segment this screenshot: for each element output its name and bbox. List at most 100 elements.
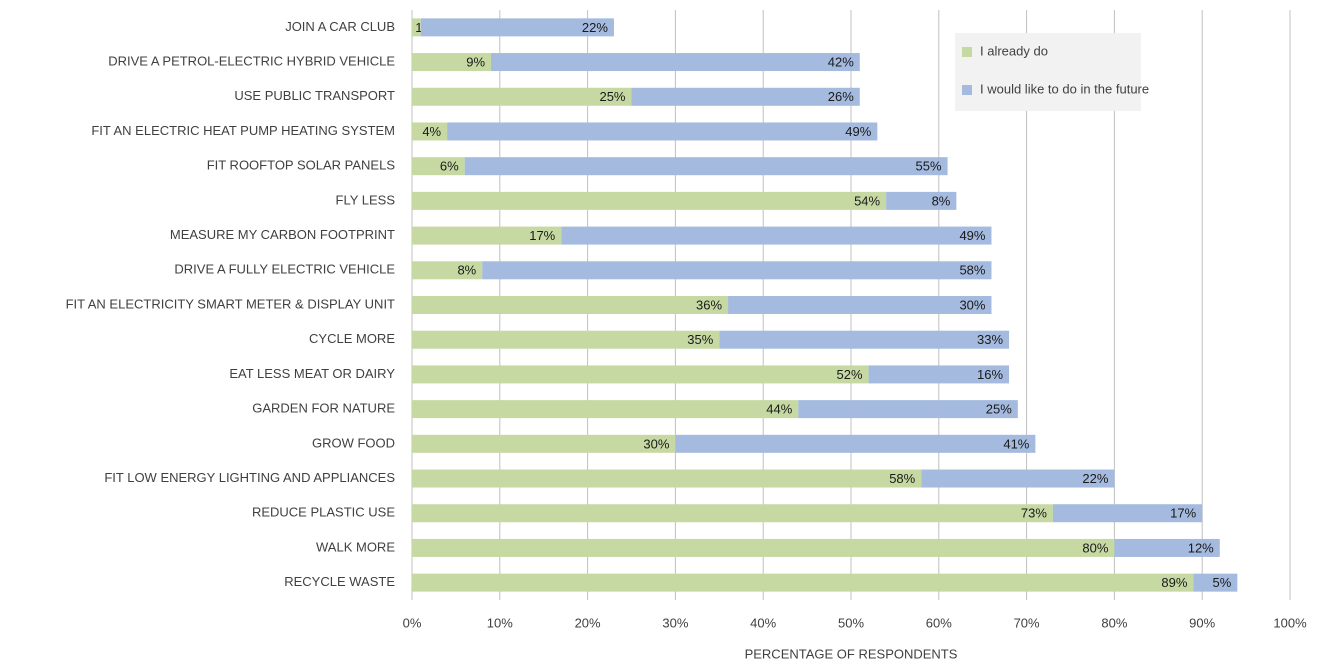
bar-segment: [798, 400, 1018, 419]
y-tick-label: RECYCLE WASTE: [284, 574, 395, 589]
data-label: 89%: [1161, 575, 1187, 590]
bar-segment: [491, 53, 860, 72]
data-label: 6%: [440, 159, 459, 174]
bar-segment: [561, 226, 992, 245]
data-label: 80%: [1082, 540, 1108, 555]
data-label: 55%: [916, 159, 942, 174]
data-label: 4%: [422, 124, 441, 139]
bar-segment: [447, 122, 878, 141]
bar-segment: [412, 469, 922, 488]
bar-segment: [675, 434, 1036, 453]
y-tick-label: WALK MORE: [316, 539, 395, 554]
x-tick-label: 0%: [403, 615, 422, 630]
data-label: 5%: [1213, 575, 1232, 590]
data-label: 8%: [932, 193, 951, 208]
bar-segment: [412, 400, 799, 419]
data-label: 49%: [959, 228, 985, 243]
x-tick-label: 80%: [1101, 615, 1127, 630]
x-tick-label: 50%: [838, 615, 864, 630]
bar-segment: [412, 157, 465, 176]
data-label: 30%: [959, 297, 985, 312]
bar-segment: [1052, 504, 1203, 523]
y-tick-label: USE PUBLIC TRANSPORT: [234, 88, 395, 103]
x-tick-label: 70%: [1014, 615, 1040, 630]
bar-segment: [719, 330, 1010, 349]
data-label: 22%: [1082, 471, 1108, 486]
y-tick-label: GARDEN FOR NATURE: [252, 401, 395, 416]
data-label: 22%: [582, 20, 608, 35]
y-tick-label: FIT LOW ENERGY LIGHTING AND APPLIANCES: [104, 470, 395, 485]
y-tick-label: DRIVE A PETROL-ELECTRIC HYBRID VEHICLE: [108, 53, 395, 68]
bar-segment: [412, 538, 1115, 557]
data-label: 30%: [643, 436, 669, 451]
data-label: 36%: [696, 297, 722, 312]
legend-box: [955, 33, 1141, 111]
bar-segment: [412, 18, 421, 37]
data-label: 8%: [457, 263, 476, 278]
bar-segment: [412, 53, 492, 72]
y-tick-label: EAT LESS MEAT OR DAIRY: [229, 366, 395, 381]
bar-segment: [412, 226, 562, 245]
bar-segment: [412, 330, 720, 349]
data-label: 16%: [977, 367, 1003, 382]
y-tick-label: FIT AN ELECTRIC HEAT PUMP HEATING SYSTEM: [91, 123, 395, 138]
data-label: 12%: [1188, 540, 1214, 555]
bar-segment: [420, 18, 614, 37]
data-label: 42%: [828, 54, 854, 69]
bar-segment: [631, 87, 860, 106]
data-label: 33%: [977, 332, 1003, 347]
legend-label: I already do: [980, 43, 1048, 58]
data-label: 17%: [1170, 506, 1196, 521]
data-label: 73%: [1021, 506, 1047, 521]
y-tick-label: FIT ROOFTOP SOLAR PANELS: [207, 158, 396, 173]
bar-segment: [1114, 538, 1220, 557]
x-tick-label: 90%: [1189, 615, 1215, 630]
bar-segment: [412, 191, 887, 210]
x-tick-label: 40%: [750, 615, 776, 630]
x-axis-label: PERCENTAGE OF RESPONDENTS: [745, 646, 958, 661]
y-tick-label: REDUCE PLASTIC USE: [252, 505, 395, 520]
bar-segment: [412, 434, 676, 453]
data-label: 52%: [837, 367, 863, 382]
bar-segment: [886, 191, 957, 210]
bar-segment: [412, 261, 483, 280]
bar-segment: [464, 157, 948, 176]
bar-segment: [412, 504, 1053, 523]
data-label: 9%: [466, 54, 485, 69]
y-tick-label: FLY LESS: [336, 192, 396, 207]
legend-swatch: [962, 85, 972, 95]
bar-segment: [482, 261, 992, 280]
y-tick-label: GROW FOOD: [312, 435, 395, 450]
y-tick-label: MEASURE MY CARBON FOOTPRINT: [170, 227, 395, 242]
bar-segment: [412, 573, 1194, 592]
legend-label: I would like to do in the future: [980, 81, 1149, 96]
y-tick-label: CYCLE MORE: [309, 331, 395, 346]
y-tick-label: DRIVE A FULLY ELECTRIC VEHICLE: [174, 262, 395, 277]
data-label: 49%: [845, 124, 871, 139]
y-tick-label: JOIN A CAR CLUB: [285, 19, 395, 34]
data-label: 44%: [766, 402, 792, 417]
x-tick-label: 100%: [1273, 615, 1307, 630]
bar-segment: [412, 365, 869, 384]
x-tick-label: 10%: [487, 615, 513, 630]
bar-segment: [728, 296, 992, 314]
data-label: 17%: [529, 228, 555, 243]
data-label: 58%: [889, 471, 915, 486]
bar-segment: [412, 296, 729, 314]
legend-swatch: [962, 47, 972, 57]
x-tick-label: 20%: [575, 615, 601, 630]
bar-segment: [412, 122, 448, 141]
bar-segment: [412, 87, 632, 106]
data-label: 25%: [599, 89, 625, 104]
x-tick-label: 60%: [926, 615, 952, 630]
bar-segment: [1193, 573, 1238, 592]
data-label: 41%: [1003, 436, 1029, 451]
bar-segment: [868, 365, 1010, 384]
data-label: 58%: [959, 263, 985, 278]
x-tick-label: 30%: [662, 615, 688, 630]
data-label: 26%: [828, 89, 854, 104]
data-label: 54%: [854, 193, 880, 208]
bar-segment: [921, 469, 1115, 488]
data-label: 25%: [986, 402, 1012, 417]
